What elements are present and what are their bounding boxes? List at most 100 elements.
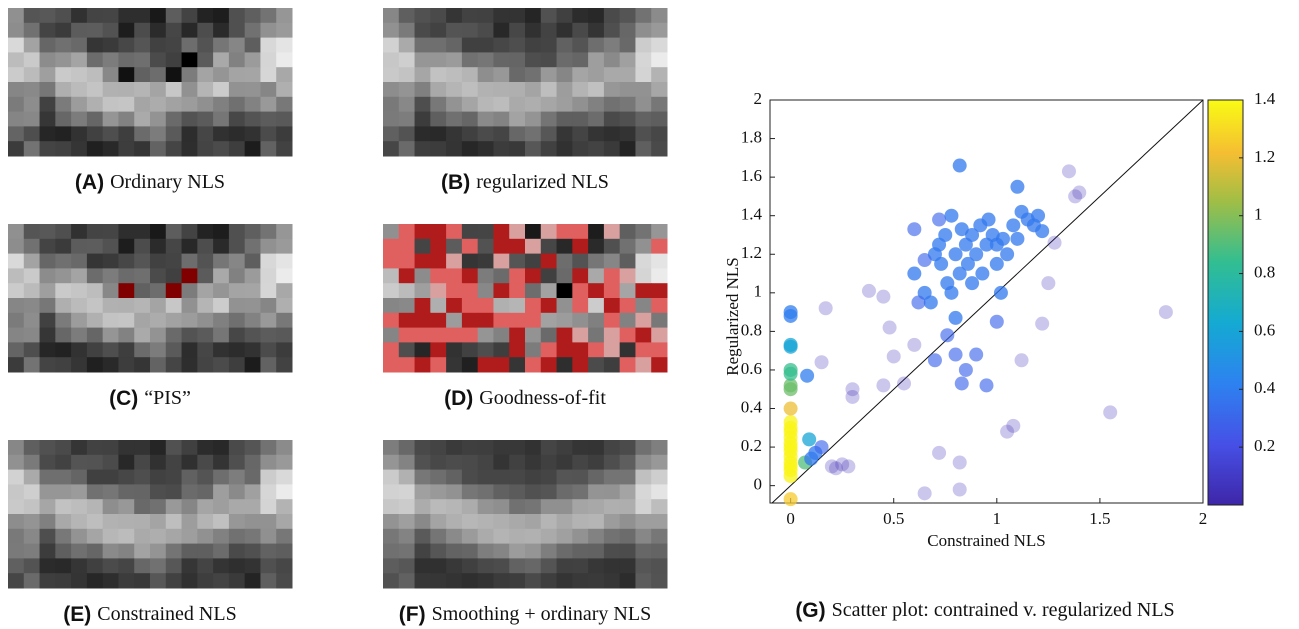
pixel [572, 254, 588, 269]
pixel [276, 328, 292, 343]
pixel [55, 484, 71, 499]
x-tick-label: 0 [786, 509, 795, 528]
pixel [383, 440, 399, 455]
pixel [245, 8, 261, 23]
pixel [604, 141, 620, 156]
panel-letter: (A) [75, 171, 104, 194]
pixel [446, 254, 462, 269]
pixel [635, 224, 651, 239]
pixel [557, 499, 573, 514]
point [1035, 317, 1049, 331]
pixel [166, 558, 182, 573]
colorbar-tick-label: 1.4 [1254, 89, 1276, 108]
pixel [415, 38, 431, 53]
pixel [276, 544, 292, 559]
pixel [276, 224, 292, 239]
colorbar-tick-label: 0.8 [1254, 262, 1275, 281]
pixel [541, 529, 557, 544]
pixel [635, 529, 651, 544]
pixel [118, 8, 134, 23]
pixel [635, 440, 651, 455]
pixel [276, 529, 292, 544]
pixel [150, 529, 166, 544]
pixel [71, 298, 87, 313]
pixel [525, 52, 541, 67]
pixel [40, 97, 56, 112]
pixel [276, 23, 292, 38]
pixel [134, 544, 150, 559]
pixel [525, 97, 541, 112]
pixel [588, 328, 604, 343]
pixel [197, 357, 213, 372]
y-tick-label: 1 [754, 282, 763, 301]
pixel [557, 440, 573, 455]
pixel [71, 514, 87, 529]
pixel [24, 558, 40, 573]
pixel [118, 328, 134, 343]
pixel [166, 38, 182, 53]
pixel [213, 126, 229, 141]
pixel [588, 357, 604, 372]
pixel [415, 529, 431, 544]
pixel [604, 254, 620, 269]
pixel [635, 23, 651, 38]
pixel [462, 268, 478, 283]
pixel [197, 141, 213, 156]
pixel [229, 529, 245, 544]
pixel [87, 112, 103, 127]
pixel [276, 283, 292, 298]
pixel [399, 52, 415, 67]
pixel [276, 38, 292, 53]
pixel [245, 514, 261, 529]
pixel [620, 112, 636, 127]
pixel [182, 342, 198, 357]
pixel [260, 440, 276, 455]
pixel [87, 470, 103, 485]
pixel [245, 126, 261, 141]
pixel [462, 440, 478, 455]
pixel [620, 529, 636, 544]
pixel [478, 440, 494, 455]
point [949, 311, 963, 325]
pixel [150, 141, 166, 156]
pixel [462, 283, 478, 298]
pixel [651, 141, 667, 156]
pixel [150, 440, 166, 455]
pixel [651, 298, 667, 313]
point [994, 286, 1008, 300]
pixel [541, 558, 557, 573]
pixel [493, 283, 509, 298]
pixel [635, 470, 651, 485]
pixel [430, 67, 446, 82]
pixel [166, 254, 182, 269]
pixel [604, 298, 620, 313]
point [907, 222, 921, 236]
pixel [493, 455, 509, 470]
pixel [588, 283, 604, 298]
pixel [245, 82, 261, 97]
pixel [182, 52, 198, 67]
pixel [399, 112, 415, 127]
pixel [415, 544, 431, 559]
pixel [24, 328, 40, 343]
pixel [134, 484, 150, 499]
pixel [415, 440, 431, 455]
pixel [134, 514, 150, 529]
point [959, 363, 973, 377]
pixel [415, 455, 431, 470]
pixel [40, 529, 56, 544]
pixel [620, 52, 636, 67]
pixel [525, 224, 541, 239]
pixel [260, 544, 276, 559]
point [815, 440, 829, 454]
pixel [399, 38, 415, 53]
pixel [40, 239, 56, 254]
pixel [8, 52, 24, 67]
pixel [40, 440, 56, 455]
pixel [150, 38, 166, 53]
point [841, 459, 855, 473]
pixel [24, 82, 40, 97]
point [1035, 224, 1049, 238]
point [862, 284, 876, 298]
pixel [260, 357, 276, 372]
